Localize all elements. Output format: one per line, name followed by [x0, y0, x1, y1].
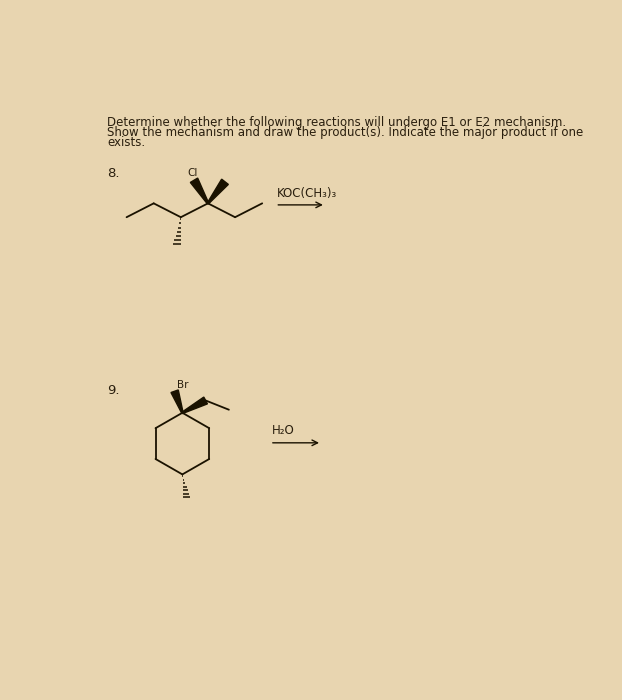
Polygon shape	[207, 179, 228, 204]
Text: KOC(CH₃)₃: KOC(CH₃)₃	[277, 186, 337, 200]
Polygon shape	[171, 390, 183, 413]
Text: exists.: exists.	[107, 136, 146, 149]
Polygon shape	[190, 178, 208, 204]
Text: Determine whether the following reactions will undergo E1 or E2 mechanism.: Determine whether the following reaction…	[107, 116, 566, 130]
Text: 9.: 9.	[107, 384, 119, 398]
Text: Show the mechanism and draw the product(s). Indicate the major product if one: Show the mechanism and draw the product(…	[107, 126, 583, 139]
Text: Cl: Cl	[187, 168, 198, 178]
Text: Br: Br	[177, 380, 188, 390]
Text: 8.: 8.	[107, 167, 119, 180]
Polygon shape	[182, 397, 208, 414]
Text: H₂O: H₂O	[271, 424, 294, 438]
